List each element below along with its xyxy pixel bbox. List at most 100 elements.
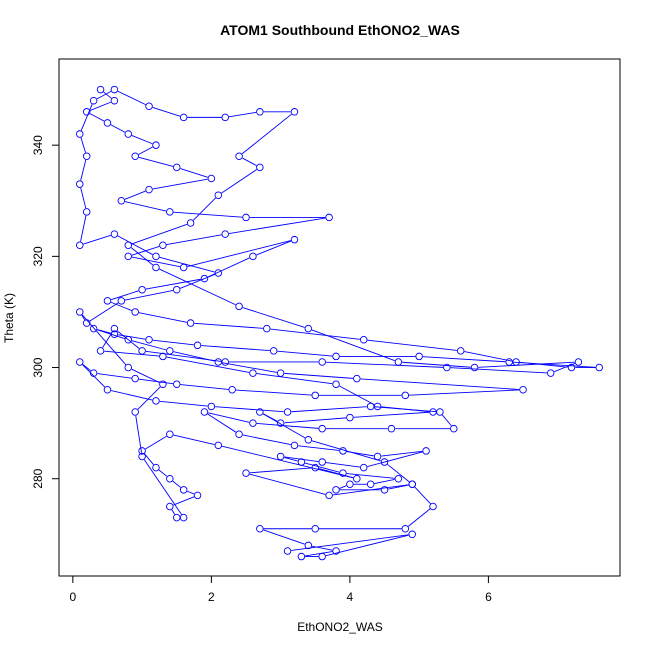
data-point bbox=[505, 358, 513, 366]
series-segment bbox=[152, 178, 208, 190]
y-tick-label: 300 bbox=[31, 357, 45, 377]
series-segment bbox=[367, 339, 457, 351]
series-segment bbox=[263, 529, 305, 545]
data-point bbox=[276, 419, 285, 427]
series-segment bbox=[311, 329, 395, 362]
series-segment bbox=[242, 307, 305, 328]
series-segment bbox=[249, 473, 326, 495]
series-segment bbox=[117, 330, 140, 349]
series-segment bbox=[145, 350, 222, 362]
series-segment bbox=[83, 234, 111, 245]
data-point bbox=[166, 502, 174, 511]
series-segment bbox=[284, 456, 319, 462]
series-segment bbox=[90, 101, 112, 111]
data-point bbox=[76, 130, 84, 138]
data-point bbox=[353, 474, 361, 483]
series-segment bbox=[124, 201, 167, 212]
series-segment bbox=[291, 534, 409, 551]
data-point bbox=[429, 502, 437, 511]
series-segment bbox=[207, 257, 250, 278]
data-point bbox=[359, 463, 368, 472]
data-point bbox=[346, 413, 354, 422]
data-point bbox=[152, 252, 160, 261]
data-point bbox=[339, 469, 347, 477]
data-point bbox=[152, 463, 160, 472]
series-segment bbox=[215, 406, 284, 413]
series-segment bbox=[381, 450, 423, 457]
data-point bbox=[325, 213, 333, 222]
series-segment bbox=[201, 345, 270, 352]
data-point bbox=[269, 347, 278, 355]
data-point bbox=[387, 424, 396, 433]
series-segment bbox=[207, 413, 237, 433]
series-segment bbox=[124, 290, 174, 301]
data-point bbox=[207, 402, 216, 411]
data-point bbox=[207, 174, 216, 183]
data-point bbox=[117, 197, 126, 205]
data-point bbox=[152, 397, 160, 405]
data-point bbox=[131, 408, 139, 416]
data-point bbox=[76, 180, 84, 188]
series-segment bbox=[194, 322, 264, 329]
data-point bbox=[179, 513, 188, 522]
data-point bbox=[152, 141, 160, 149]
series-segment bbox=[262, 413, 306, 439]
series-segment bbox=[235, 389, 312, 396]
data-point bbox=[297, 552, 306, 561]
data-point bbox=[546, 369, 555, 377]
series-segment bbox=[284, 457, 298, 462]
data-point bbox=[332, 380, 340, 388]
data-point bbox=[332, 547, 340, 555]
series-segment bbox=[173, 211, 243, 218]
data-point bbox=[290, 441, 299, 450]
series-segment bbox=[242, 434, 291, 446]
data-point bbox=[311, 463, 320, 472]
series-segment bbox=[144, 453, 154, 465]
chart-title: ATOM1 Southbound EthONO2_WAS bbox=[220, 22, 460, 38]
data-point bbox=[138, 447, 146, 455]
plot-area-border bbox=[58, 58, 621, 577]
series-segment bbox=[387, 464, 410, 483]
series-segment bbox=[80, 159, 87, 181]
data-point bbox=[172, 163, 181, 172]
data-point bbox=[359, 335, 368, 344]
data-point bbox=[235, 430, 243, 438]
series-segment bbox=[159, 400, 208, 407]
data-point bbox=[235, 302, 243, 311]
series-segment bbox=[137, 386, 161, 410]
data-point bbox=[200, 274, 209, 283]
data-point bbox=[145, 335, 153, 344]
series-segment bbox=[192, 197, 216, 221]
series-segment bbox=[249, 467, 312, 474]
series-segment bbox=[512, 361, 596, 368]
data-point bbox=[131, 152, 139, 161]
data-point bbox=[186, 219, 195, 227]
data-point bbox=[353, 374, 361, 383]
series-segment bbox=[145, 435, 167, 450]
data-point bbox=[166, 430, 174, 438]
data-point bbox=[450, 424, 458, 433]
data-point bbox=[276, 452, 285, 461]
data-point bbox=[152, 263, 160, 272]
data-point bbox=[124, 130, 133, 138]
series-segment bbox=[96, 90, 112, 100]
data-point bbox=[456, 347, 465, 355]
data-point bbox=[595, 363, 603, 372]
data-point bbox=[332, 486, 340, 494]
data-point bbox=[408, 480, 416, 489]
series-segment bbox=[208, 412, 250, 423]
series-segment bbox=[110, 124, 126, 133]
series-segment bbox=[152, 339, 194, 346]
series-segment bbox=[360, 378, 520, 390]
series-segment bbox=[228, 217, 326, 234]
series-segment bbox=[131, 340, 167, 351]
series-segment bbox=[124, 190, 146, 200]
data-point bbox=[172, 513, 181, 522]
data-point bbox=[89, 369, 98, 377]
series-segment bbox=[80, 215, 87, 242]
x-tick-label: 6 bbox=[485, 590, 492, 604]
data-point bbox=[373, 402, 382, 411]
y-axis-ticks: 280 300 320 340 bbox=[31, 135, 59, 489]
series-segment bbox=[325, 534, 409, 557]
series-segment bbox=[388, 484, 409, 490]
